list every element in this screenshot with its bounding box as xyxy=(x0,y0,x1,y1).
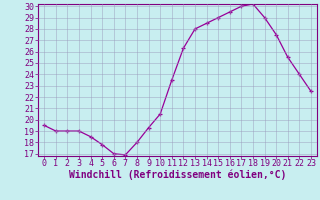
X-axis label: Windchill (Refroidissement éolien,°C): Windchill (Refroidissement éolien,°C) xyxy=(69,169,286,180)
